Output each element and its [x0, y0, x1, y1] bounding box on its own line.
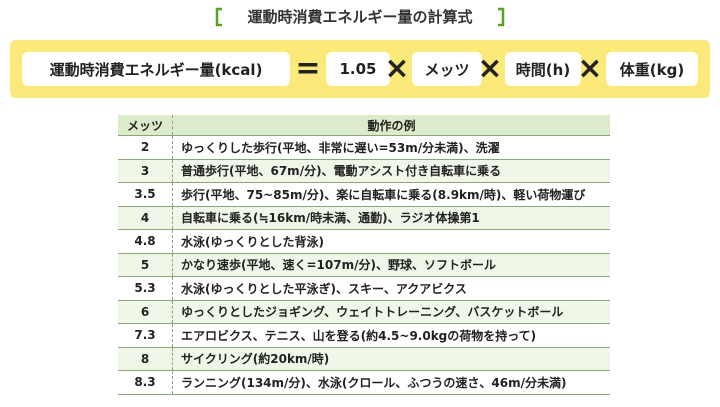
- activity-cell: ランニング(134m/分)、水泳(クロール、ふつうの速さ、46m/分未満): [172, 370, 610, 395]
- operator: ×: [384, 50, 410, 86]
- activity-cell: 普通歩行(平地、67m/分)、電動アシスト付き自転車に乗る: [172, 159, 610, 183]
- activity-cell: ゆっくりとしたジョギング、ウェイトトレーニング、バスケットボール: [172, 300, 610, 324]
- bracket-right: [498, 7, 505, 27]
- formula-term: 時間(h): [505, 52, 581, 86]
- equals: =: [295, 50, 321, 86]
- formula: 運動時消費エネルギー量(kcal) = 1.05 × メッツ × 時間(h) ×…: [10, 40, 710, 98]
- activity-cell: 水泳(ゆっくりとした背泳): [172, 229, 610, 254]
- header-cell: 動作の例: [172, 115, 610, 136]
- table-row: 4.8 水泳(ゆっくりとした背泳): [118, 229, 610, 254]
- table-row: 4 自転車に乗る(≒16km/時未満、通勤)、ラジオ体操第1: [118, 206, 610, 230]
- table-row: 8 サイクリング(約20km/時): [118, 347, 610, 371]
- mets-cell: 2: [118, 135, 173, 160]
- activity-cell: サイクリング(約20km/時): [172, 347, 610, 371]
- mets-cell: 8.3: [118, 370, 173, 395]
- mets-table: メッツ 動作の例 2 ゆっくりした歩行(平地、非常に遅い=53m/分未満)、洗濯 3 普通…: [118, 115, 610, 395]
- activity-cell: ゆっくりした歩行(平地、非常に遅い=53m/分未満)、洗濯: [172, 135, 610, 160]
- formula-term: 1.05: [326, 52, 390, 86]
- table-row: 7.3 エアロビクス、テニス、山を登る(約4.5~9.0kgの荷物を持って): [118, 323, 610, 348]
- table-row: 5.3 水泳(ゆっくりとした平泳ぎ)、スキー、アクアビクス: [118, 276, 610, 301]
- mets-cell: 5.3: [118, 276, 173, 301]
- formula-term: メッツ: [412, 52, 482, 86]
- activity-cell: エアロビクス、テニス、山を登る(約4.5~9.0kgの荷物を持って): [172, 323, 610, 348]
- header-row: メッツ 動作の例: [118, 115, 610, 136]
- activity-cell: かなり速歩(平地、速く=107m/分)、野球、ソフトボール: [172, 253, 610, 277]
- operator: ×: [477, 50, 503, 86]
- table-row: 2 ゆっくりした歩行(平地、非常に遅い=53m/分未満)、洗濯: [118, 135, 610, 160]
- activity-cell: 水泳(ゆっくりとした平泳ぎ)、スキー、アクアビクス: [172, 276, 610, 301]
- formula-term: 体重(kg): [606, 52, 698, 86]
- mets-cell: 5: [118, 253, 173, 277]
- table-row: 5 かなり速歩(平地、速く=107m/分)、野球、ソフトボール: [118, 253, 610, 277]
- table-row: 3.5 歩行(平地、75~85m/分)、楽に自転車に乗る(8.9km/時)、軽い荷…: [118, 182, 610, 207]
- activity-cell: 自転車に乗る(≒16km/時未満、通勤)、ラジオ体操第1: [172, 206, 610, 230]
- header-cell: メッツ: [118, 115, 173, 136]
- table-row: 3 普通歩行(平地、67m/分)、電動アシスト付き自転車に乗る: [118, 159, 610, 183]
- formula-lhs: 運動時消費エネルギー量(kcal): [22, 52, 290, 86]
- mets-cell: 7.3: [118, 323, 173, 348]
- mets-cell: 8: [118, 347, 173, 371]
- mets-cell: 3: [118, 159, 173, 183]
- bracket-left: [215, 7, 222, 27]
- mets-cell: 6: [118, 300, 173, 324]
- table-row: 6 ゆっくりとしたジョギング、ウェイトトレーニング、バスケットボール: [118, 300, 610, 324]
- mets-cell: 3.5: [118, 182, 173, 207]
- activity-cell: 歩行(平地、75~85m/分)、楽に自転車に乗る(8.9km/時)、軽い荷物運び: [172, 182, 610, 207]
- operator: ×: [577, 50, 603, 86]
- title: 運動時消費エネルギー量の計算式: [247, 8, 473, 26]
- mets-cell: 4: [118, 206, 173, 230]
- table-row: 8.3 ランニング(134m/分)、水泳(クロール、ふつうの速さ、46m/分未満): [118, 370, 610, 395]
- mets-cell: 4.8: [118, 229, 173, 254]
